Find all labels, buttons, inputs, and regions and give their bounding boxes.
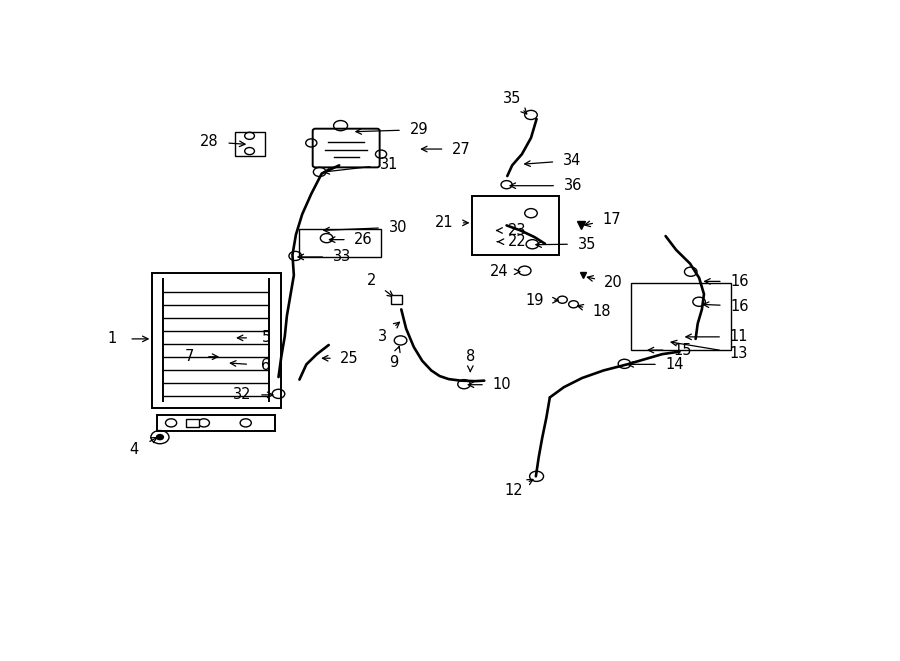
Text: 29: 29 — [410, 122, 428, 137]
Text: 12: 12 — [504, 483, 523, 498]
Text: 10: 10 — [492, 377, 511, 392]
Text: 16: 16 — [730, 299, 749, 313]
Text: 23: 23 — [508, 223, 526, 238]
Text: 20: 20 — [604, 276, 623, 290]
Text: 24: 24 — [490, 264, 508, 279]
Text: 14: 14 — [665, 357, 684, 372]
Text: 35: 35 — [578, 237, 596, 251]
Text: 15: 15 — [673, 342, 691, 358]
Text: 22: 22 — [508, 234, 526, 249]
Text: 31: 31 — [380, 157, 399, 172]
Text: 16: 16 — [730, 274, 749, 289]
Text: 13: 13 — [729, 346, 748, 361]
Text: 7: 7 — [184, 349, 194, 364]
Bar — [300, 229, 381, 258]
Text: 17: 17 — [602, 212, 621, 227]
Text: 36: 36 — [563, 178, 582, 193]
Text: 4: 4 — [130, 442, 139, 457]
Text: 1: 1 — [108, 331, 117, 346]
Text: 33: 33 — [333, 249, 351, 264]
Bar — [186, 419, 199, 427]
Text: 35: 35 — [503, 91, 522, 106]
Text: 34: 34 — [562, 153, 581, 168]
Text: 30: 30 — [389, 219, 407, 235]
Text: 27: 27 — [452, 141, 471, 157]
Bar — [151, 273, 281, 408]
Circle shape — [157, 434, 164, 440]
Text: 9: 9 — [389, 355, 399, 370]
Bar — [391, 295, 402, 304]
Text: 21: 21 — [435, 215, 453, 230]
Text: 5: 5 — [261, 330, 271, 346]
Text: 32: 32 — [233, 387, 251, 403]
FancyBboxPatch shape — [312, 129, 380, 167]
Text: 25: 25 — [340, 351, 359, 366]
Text: 6: 6 — [261, 358, 271, 373]
Text: 11: 11 — [730, 329, 748, 344]
Bar — [472, 196, 559, 255]
Bar — [235, 132, 265, 156]
Bar — [632, 283, 731, 350]
Text: 2: 2 — [367, 272, 376, 288]
Text: 28: 28 — [200, 134, 219, 149]
Text: 18: 18 — [592, 305, 610, 319]
Text: 26: 26 — [355, 232, 373, 247]
Text: 19: 19 — [526, 293, 544, 308]
Text: 8: 8 — [465, 349, 475, 364]
Text: 3: 3 — [378, 329, 387, 344]
